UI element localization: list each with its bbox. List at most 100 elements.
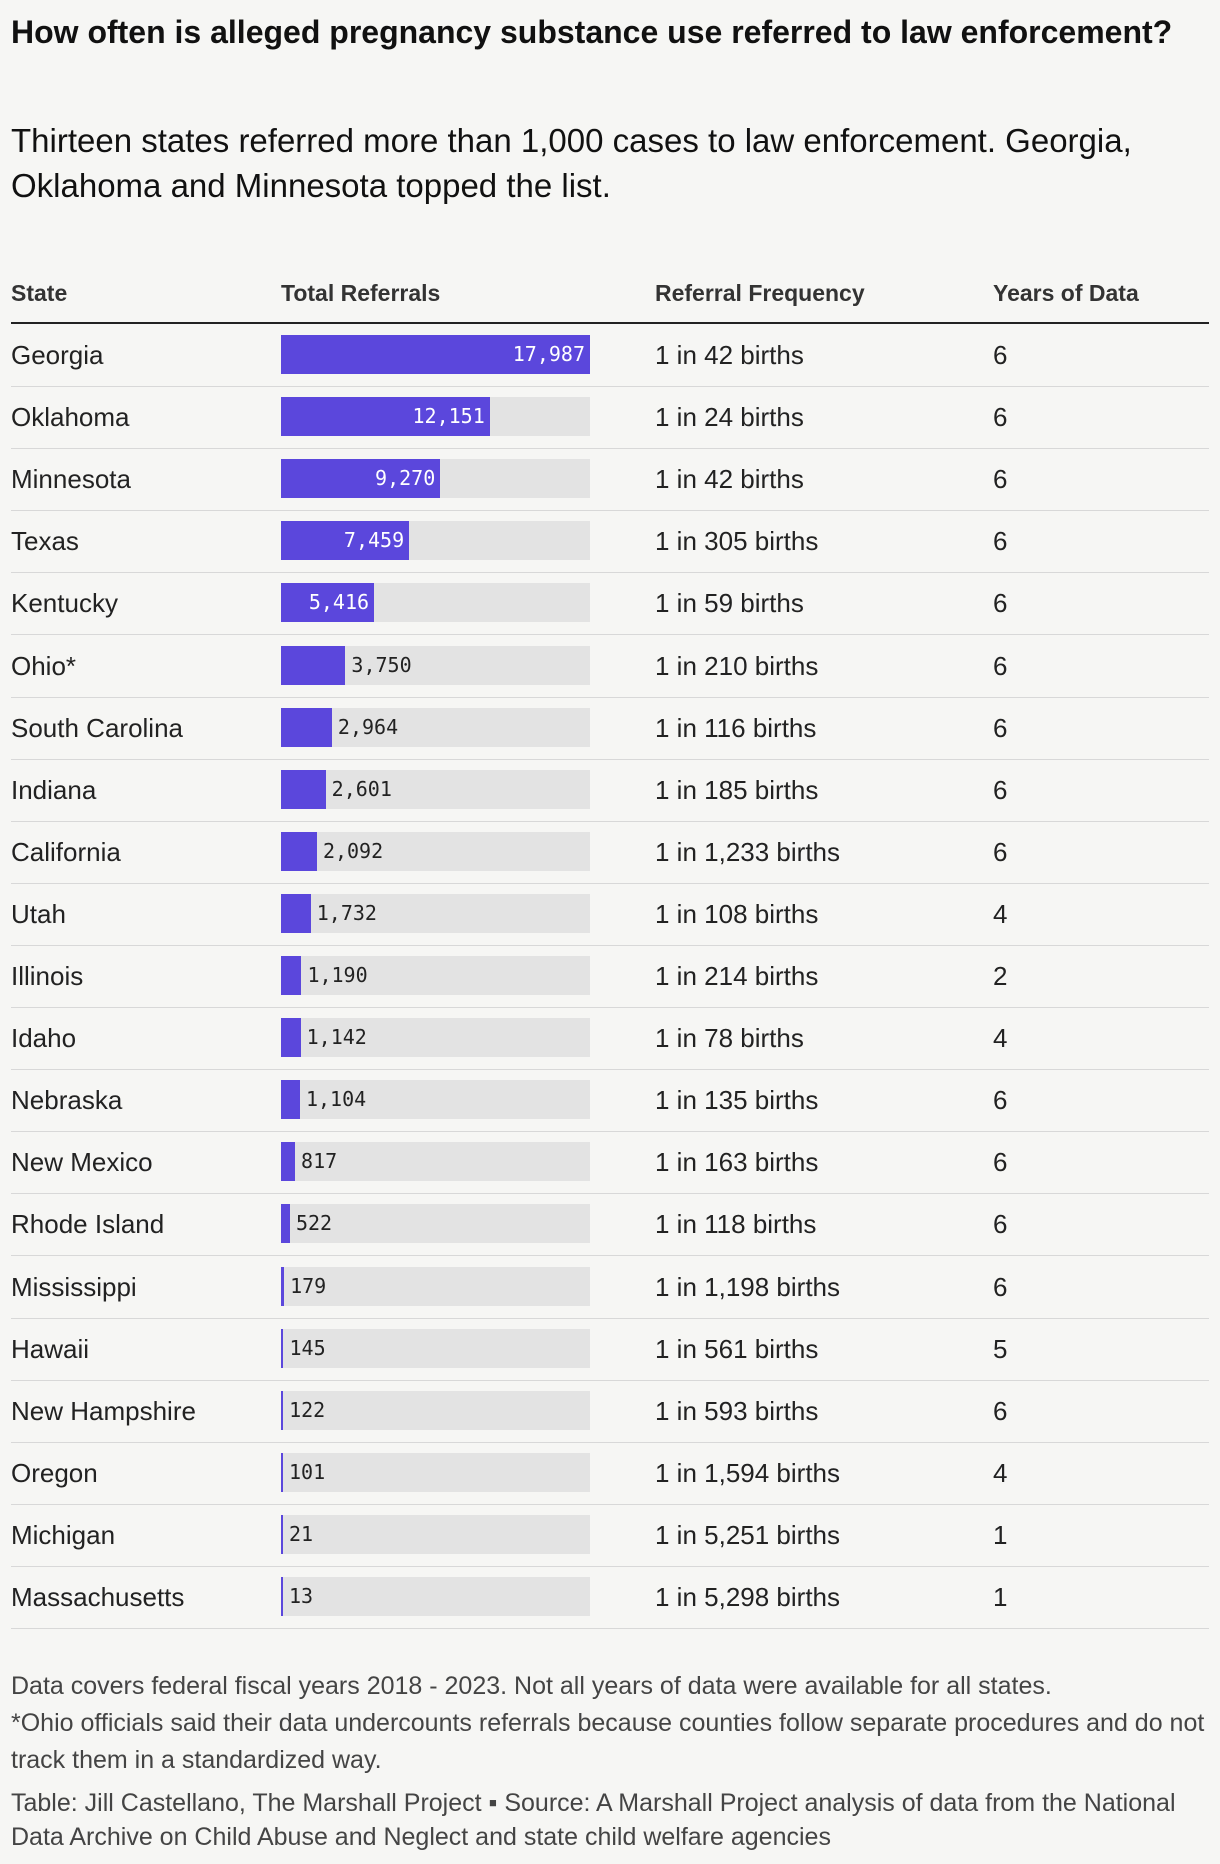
years-cell: 6 <box>993 1209 1008 1240</box>
bar-track: 2,092 <box>281 831 590 871</box>
frequency-cell: 1 in 59 births <box>655 588 804 619</box>
years-cell: 1 <box>993 1519 1008 1550</box>
state-cell: Rhode Island <box>11 1209 165 1240</box>
table-row: Massachusetts 13 1 in 5,298 births 1 <box>11 1566 1209 1629</box>
table-row: Texas 7,459 1 in 305 births 6 <box>11 510 1209 574</box>
state-cell: Nebraska <box>11 1085 123 1116</box>
state-cell: California <box>11 836 121 867</box>
bar-label: 3,750 <box>351 652 412 677</box>
state-cell: Massachusetts <box>11 1582 185 1612</box>
frequency-cell: 1 in 118 births <box>655 1209 817 1240</box>
years-cell: 4 <box>993 1023 1008 1054</box>
bar-label: 2,964 <box>337 714 399 739</box>
bar <box>281 707 332 747</box>
table-row: Minnesota 9,270 1 in 42 births 6 <box>11 448 1209 512</box>
bar-label: 2,092 <box>322 838 384 863</box>
table-row: New Mexico 817 1 in 163 births 6 <box>11 1131 1209 1195</box>
years-cell: 4 <box>993 1457 1008 1488</box>
bar-label: 9,270 <box>375 466 436 491</box>
table-row: Mississippi 179 1 in 1,198 births 6 <box>11 1256 1209 1319</box>
frequency-cell: 1 in 116 births <box>655 712 817 743</box>
years-cell: 6 <box>993 526 1008 557</box>
state-cell: South Carolina <box>11 712 183 743</box>
bar-track: 21 <box>281 1514 590 1554</box>
bar <box>281 769 326 809</box>
years-cell: 6 <box>993 588 1008 619</box>
years-cell: 5 <box>993 1333 1008 1364</box>
bar <box>281 1328 284 1368</box>
state-cell: Utah <box>11 898 66 929</box>
bar-label: 1,190 <box>307 963 368 987</box>
bar-track: 101 <box>281 1452 590 1492</box>
state-cell: Mississippi <box>11 1271 137 1302</box>
bar-track: 1,104 <box>281 1080 590 1120</box>
subtitle: Thirteen states referred more than 1,000… <box>11 122 1132 204</box>
frequency-cell: 1 in 1,198 births <box>655 1271 841 1302</box>
table-row: Utah 1,732 1 in 108 births 4 <box>11 883 1209 946</box>
state-cell: Idaho <box>11 1023 77 1054</box>
frequency-cell: 1 in 5,251 births <box>655 1519 841 1550</box>
bar <box>281 335 590 374</box>
bar-track: 817 <box>281 1142 590 1182</box>
bar-label: 1,142 <box>306 1025 367 1050</box>
bar <box>281 1577 283 1616</box>
years-cell: 6 <box>993 774 1008 805</box>
bar-track: 5,416 <box>281 583 590 623</box>
table-row: Rhode Island 522 1 in 118 births 6 <box>11 1193 1209 1257</box>
frequency-cell: 1 in 135 births <box>655 1085 819 1116</box>
bar-track: 122 <box>281 1390 590 1430</box>
bar <box>281 831 317 871</box>
years-cell: 2 <box>993 961 1008 991</box>
state-cell: Indiana <box>11 774 97 805</box>
bar-label: 21 <box>289 1521 314 1546</box>
bar-label: 817 <box>301 1149 338 1174</box>
state-cell: New Hampshire <box>11 1395 196 1426</box>
bar <box>281 521 410 561</box>
bar <box>281 645 346 685</box>
state-cell: Oregon <box>11 1457 98 1488</box>
bar-label: 1,732 <box>316 900 377 925</box>
table-row: Illinois 1,190 1 in 214 births 2 <box>11 945 1209 1008</box>
state-cell: Texas <box>11 526 79 557</box>
frequency-cell: 1 in 210 births <box>655 650 819 681</box>
years-cell: 6 <box>993 1271 1008 1302</box>
years-cell: 1 <box>993 1582 1008 1612</box>
bar-label: 7,459 <box>343 528 405 553</box>
bar <box>281 583 375 623</box>
bar-label: 2,601 <box>331 776 392 801</box>
frequency-cell: 1 in 1,594 births <box>655 1457 841 1488</box>
bar <box>281 1452 283 1492</box>
frequency-cell: 1 in 593 births <box>655 1395 819 1426</box>
source: Table: Jill Castellano, The Marshall Pro… <box>11 1789 1176 1851</box>
note: *Ohio officials said their data undercou… <box>11 1709 1205 1774</box>
column-header: State <box>11 280 68 306</box>
table-row: Kentucky 5,416 1 in 59 births 6 <box>11 572 1209 636</box>
state-cell: New Mexico <box>11 1147 153 1178</box>
bar-label: 12,151 <box>412 404 485 429</box>
years-cell: 6 <box>993 1085 1008 1116</box>
bar-track: 3,750 <box>281 645 590 685</box>
bar-label: 522 <box>295 1211 333 1236</box>
bar <box>281 1080 300 1120</box>
years-cell: 6 <box>993 464 1008 495</box>
years-cell: 4 <box>993 898 1008 929</box>
state-cell: Georgia <box>11 340 104 370</box>
state-cell: Michigan <box>11 1519 116 1550</box>
frequency-cell: 1 in 42 births <box>655 340 804 370</box>
bar <box>281 459 441 499</box>
bar-label: 1,104 <box>305 1087 367 1112</box>
bar-track: 522 <box>281 1204 590 1244</box>
bar <box>281 1266 285 1306</box>
frequency-cell: 1 in 163 births <box>655 1147 819 1178</box>
bar-track: 1,142 <box>281 1018 590 1058</box>
table-row: Ohio* 3,750 1 in 210 births 6 <box>11 635 1209 698</box>
table-row: California 2,092 1 in 1,233 births 6 <box>11 821 1209 884</box>
state-cell: Oklahoma <box>11 402 130 433</box>
bar <box>281 1142 296 1182</box>
bar <box>281 1514 283 1554</box>
bar <box>281 956 302 995</box>
table-row: Nebraska 1,104 1 in 135 births 6 <box>11 1069 1209 1133</box>
bar-track: 12,151 <box>281 397 590 437</box>
bar-track: 9,270 <box>281 459 590 499</box>
